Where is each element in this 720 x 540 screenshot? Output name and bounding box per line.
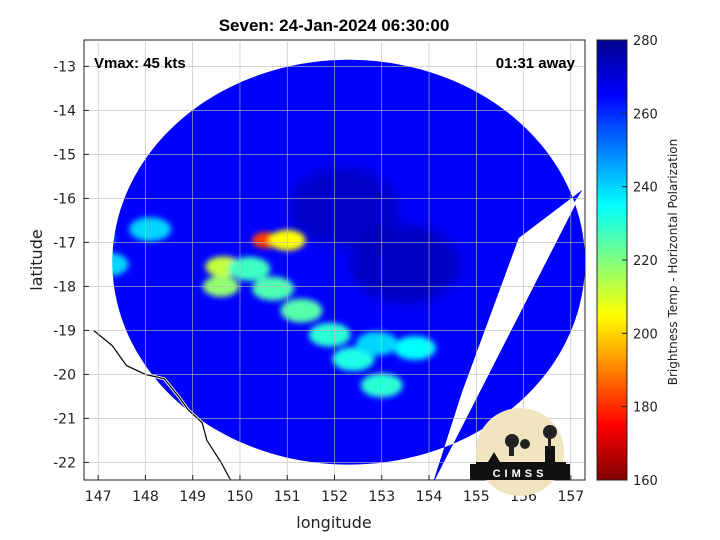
convective-feature-7: [308, 322, 351, 347]
cimss-logo-text: CIMSS: [493, 468, 548, 480]
x-tick-label: 154: [416, 489, 443, 505]
y-tick-label: -16: [53, 191, 76, 207]
time-away-annotation: 01:31 away: [496, 55, 576, 72]
convective-feature-5: [252, 276, 295, 301]
colorbar-label: Brightness Temp - Horizontal Polarizatio…: [666, 139, 680, 386]
x-tick-label: 150: [227, 489, 254, 505]
colorbar-tick-label: 240: [633, 181, 658, 196]
x-axis-label: longitude: [296, 513, 371, 532]
chart-title: Seven: 24-Jan-2024 06:30:00: [219, 16, 450, 35]
coastline-inner: [93, 329, 232, 480]
y-tick-label: -17: [53, 235, 76, 251]
x-axis: 147 148 149 150 151 152 153 154 155 156 157: [85, 475, 584, 505]
convective-feature-11: [356, 331, 399, 356]
cold-area-0: [288, 167, 399, 248]
colorbar: 280 260 240 220 200 180 160 Brightness Temp - …: [596, 34, 680, 489]
convective-feature-8: [332, 347, 375, 371]
x-tick-label: 152: [321, 489, 348, 505]
colorbar-tick-label: 260: [633, 107, 658, 122]
y-tick-label: -22: [53, 455, 76, 471]
y-tick-label: -14: [53, 103, 76, 119]
x-tick-label: 155: [463, 489, 490, 505]
colorbar-tick-label: 200: [633, 327, 658, 342]
y-tick-label: -18: [53, 279, 76, 295]
y-tick-label: -13: [53, 59, 76, 75]
y-axis-label: latitude: [27, 229, 46, 290]
convective-feature-12: [129, 217, 172, 242]
convective-feature-13: [112, 252, 129, 277]
colorbar-tick-label: 180: [633, 401, 658, 416]
swath-background: [112, 59, 585, 480]
y-axis: -13 -14 -15 -16 -17 -18 -19 -20 -21 -22: [53, 59, 89, 471]
y-tick-label: -19: [53, 323, 76, 339]
y-tick-label: -21: [53, 411, 76, 427]
vmax-annotation: Vmax: 45 kts: [94, 55, 186, 72]
x-tick-label: 147: [85, 489, 112, 505]
x-tick-label: 153: [368, 489, 395, 505]
y-tick-label: -15: [53, 147, 76, 163]
convective-feature-4: [228, 256, 271, 281]
y-tick-label: -20: [53, 367, 76, 383]
x-tick-label: 151: [274, 489, 301, 505]
convective-feature-10: [393, 336, 436, 360]
colorbar-tick-label: 280: [633, 34, 658, 49]
cold-area-1: [350, 224, 461, 305]
x-tick-label: 157: [557, 489, 584, 505]
x-tick-label: 148: [132, 489, 159, 505]
colorbar-tick-label: 220: [633, 254, 658, 269]
grid: [84, 40, 585, 480]
cimss-logo: CIMSS: [470, 408, 570, 496]
convective-feature-6: [280, 298, 323, 323]
colorbar-tick-label: 160: [633, 474, 658, 489]
x-tick-label: 149: [179, 489, 206, 505]
